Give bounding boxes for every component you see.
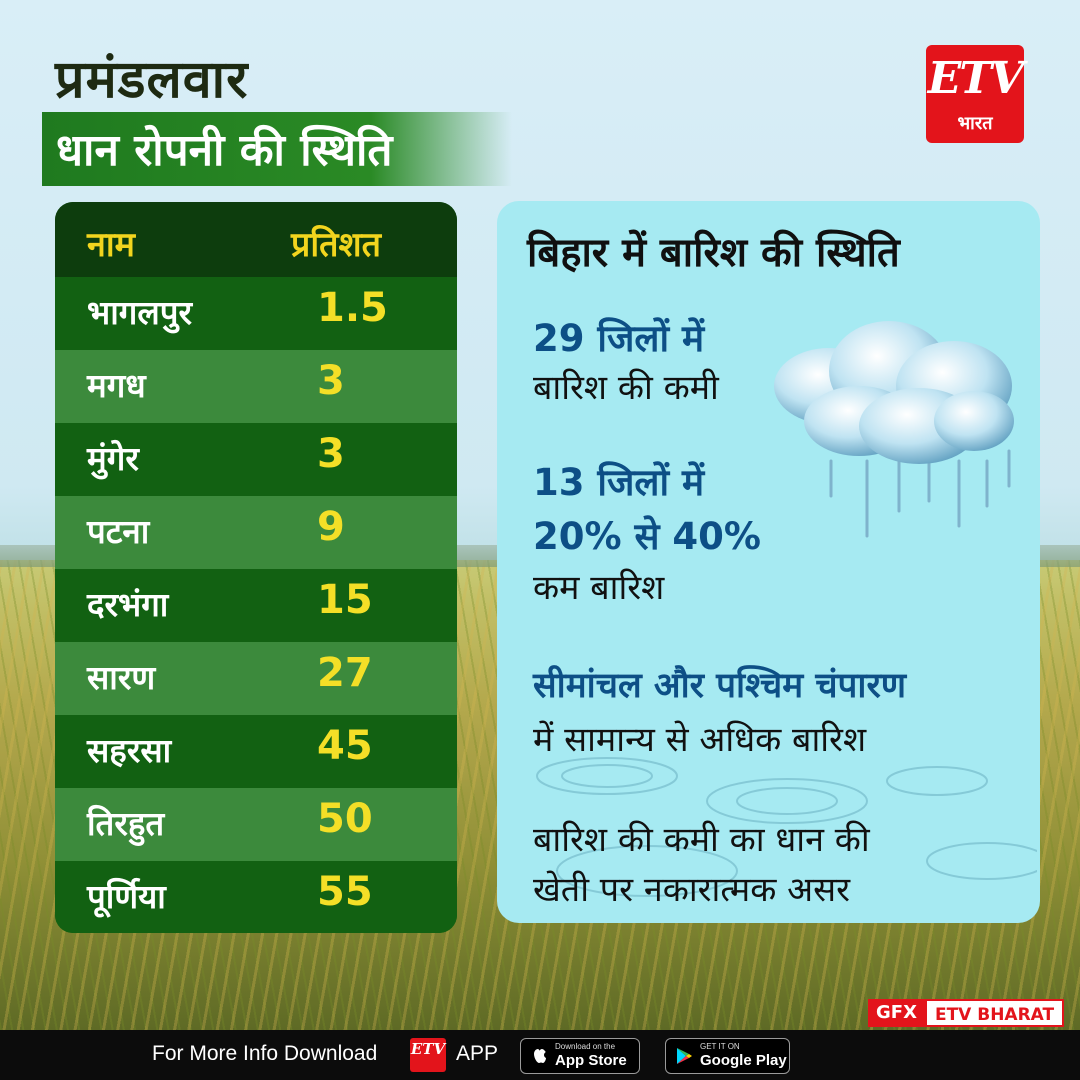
row-value: 55 [317,869,373,915]
row-value: 45 [317,723,373,769]
page-title: प्रमंडलवार [55,50,249,110]
googleplay-small-text: GET IT ON [700,1042,740,1051]
app-store-button[interactable]: Download on the App Store [520,1038,640,1074]
stat4-line1: बारिश की कमी का धान की [533,820,870,860]
table-row: सारण 27 [55,642,457,715]
footer-text: For More Info Download [152,1042,378,1065]
water-ripples-decoration [536,757,1037,897]
row-value: 9 [317,504,345,550]
apple-icon [534,1049,546,1063]
subtitle-banner [42,112,512,186]
footer-etv-logo[interactable]: ETV [410,1038,446,1072]
row-name: दरभंगा [87,585,169,624]
stat1-text: बारिश की कमी [533,368,719,408]
row-value: 3 [317,358,345,404]
stat2-highlight-line1: 13 जिलों में [533,461,705,504]
appstore-big-text: App Store [555,1052,627,1069]
row-value: 27 [317,650,373,696]
table-row: दरभंगा 15 [55,569,457,642]
stat3-highlight: सीमांचल और पश्चिम चंपारण [533,666,907,706]
row-name: मगध [87,366,146,405]
column-header-name: नाम [87,225,136,265]
table-header: नाम प्रतिशत [55,202,457,277]
row-value: 15 [317,577,373,623]
stat2-highlight-line2: 20% से 40% [533,515,761,558]
stat3-text: में सामान्य से अधिक बारिश [533,720,867,760]
gfx-label: GFX [868,999,925,1027]
row-name: भागलपुर [87,293,192,332]
footer-app-label: APP [456,1042,499,1065]
table-row: पूर्णिया 55 [55,861,457,933]
card-title: बिहार में बारिश की स्थिति [527,230,900,276]
googleplay-big-text: Google Play [700,1052,787,1069]
stat4-line2: खेती पर नकारात्मक असर [533,870,851,910]
row-name: पूर्णिया [87,877,166,916]
gfx-credit: GFX ETV BHARAT [868,999,1065,1027]
row-value: 3 [317,431,345,477]
rain-cloud-icon [774,321,1014,538]
page-subtitle: धान रोपनी की स्थिति [56,125,393,176]
gfx-brand: ETV BHARAT [924,999,1065,1027]
download-footer: For More Info Download ETV APP Download … [0,1030,1080,1080]
table-row: मुंगेर 3 [55,423,457,496]
row-name: तिरहुत [87,804,165,843]
row-name: सारण [87,658,156,697]
table-row: तिरहुत 50 [55,788,457,861]
stat2-text: कम बारिश [533,568,665,608]
rain-status-card: बिहार में बारिश की स्थिति [497,201,1040,923]
table-row: भागलपुर 1.5 [55,277,457,350]
table-row: सहरसा 45 [55,715,457,788]
google-play-icon [677,1048,692,1064]
table-row: मगध 3 [55,350,457,423]
stat1-highlight: 29 जिलों में [533,317,705,360]
column-header-percent: प्रतिशत [291,225,382,265]
table-row: पटना 9 [55,496,457,569]
google-play-button[interactable]: GET IT ON Google Play [665,1038,790,1074]
etv-bharat-logo: ETV भारत [926,45,1024,143]
logo-sub: भारत [957,113,993,134]
logo-brand: ETV [927,53,1024,104]
row-value: 50 [317,796,373,842]
row-name: पटना [87,512,150,551]
appstore-small-text: Download on the [555,1042,616,1051]
row-name: मुंगेर [87,439,139,478]
paddy-planting-table: नाम प्रतिशत भागलपुर 1.5 मगध 3 मुंगेर 3 प… [55,202,457,933]
row-name: सहरसा [87,731,172,770]
row-value: 1.5 [317,285,388,331]
